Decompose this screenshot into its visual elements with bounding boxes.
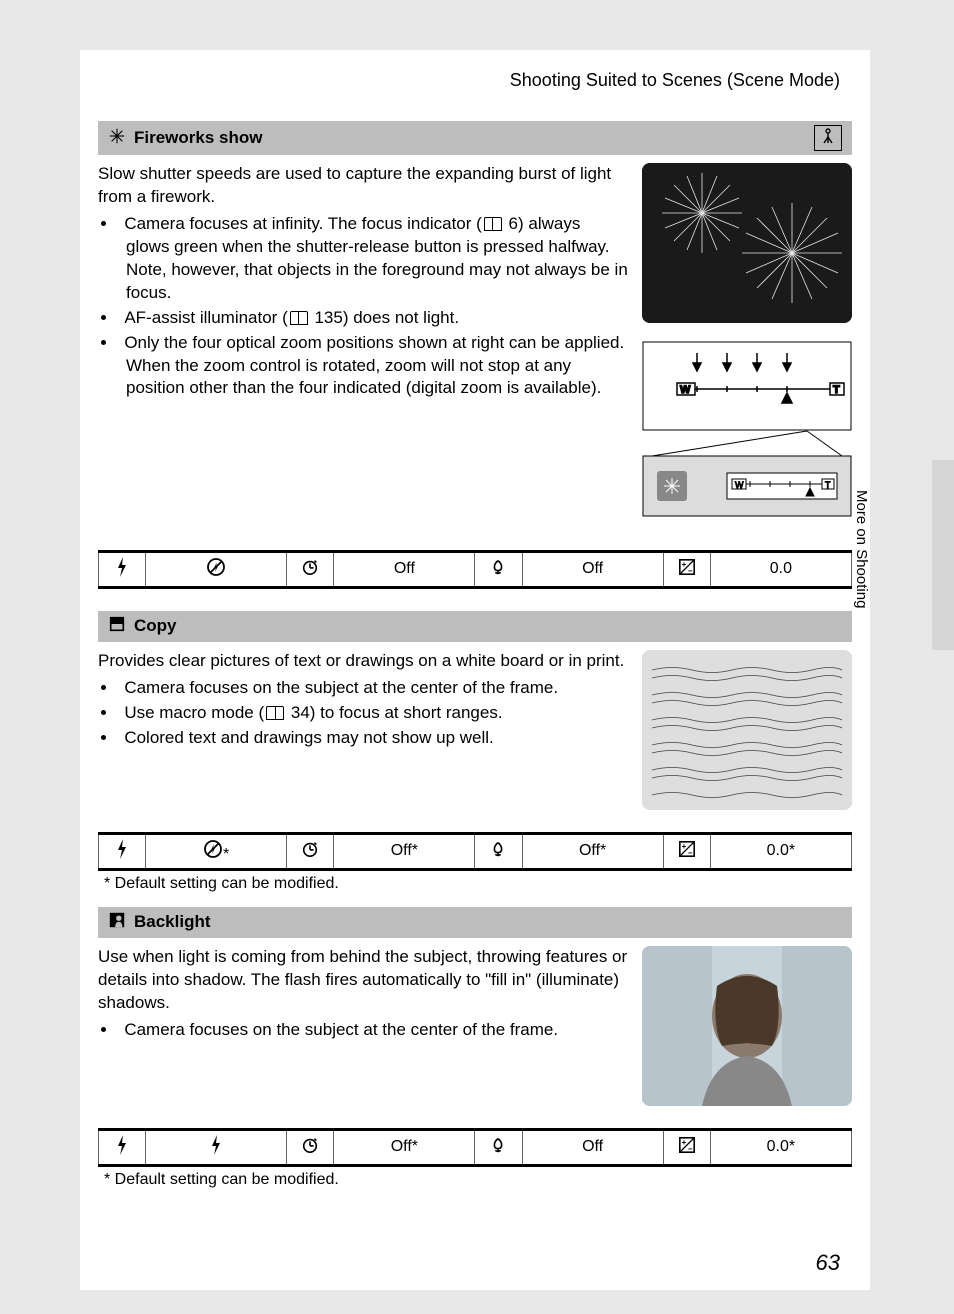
macro-icon-cell <box>475 551 522 587</box>
svg-text:+: + <box>681 1138 686 1147</box>
fireworks-bullet-3: Only the four optical zoom positions sho… <box>118 332 628 401</box>
self-timer-icon-cell <box>287 551 334 587</box>
copy-bullets: Camera focuses on the subject at the cen… <box>98 677 628 750</box>
self-timer-icon-cell <box>287 833 334 869</box>
backlight-footnote: * Default setting can be modified. <box>104 1171 852 1189</box>
fireworks-intro: Slow shutter speeds are used to capture … <box>98 163 628 209</box>
flash-icon-cell <box>99 1129 146 1165</box>
timer-value: Off* <box>334 833 475 869</box>
svg-text:W: W <box>735 480 744 490</box>
macro-icon-cell <box>475 833 522 869</box>
bullet-text: Camera focuses at infinity. The focus in… <box>124 214 481 233</box>
timer-value: Off* <box>334 1129 475 1165</box>
macro-value: Off* <box>522 833 663 869</box>
svg-text:+: + <box>681 842 686 851</box>
exposure-comp-icon-cell: +− <box>663 1129 710 1165</box>
svg-text:T: T <box>833 384 840 396</box>
settings-table-backlight: Off* Off +− 0.0* <box>98 1128 852 1167</box>
macro-icon-cell <box>475 1129 522 1165</box>
copy-bullet-3: Colored text and drawings may not show u… <box>118 727 628 750</box>
book-icon <box>266 706 284 720</box>
tripod-icon <box>814 125 842 151</box>
backlight-icon <box>108 911 126 934</box>
fireworks-icon <box>108 127 126 150</box>
fireworks-bullet-1: Camera focuses at infinity. The focus in… <box>118 213 628 305</box>
flash-value <box>146 551 287 587</box>
flash-value: * <box>146 833 287 869</box>
bullet-text: Use macro mode ( <box>124 703 264 722</box>
thumb-tab-edge <box>932 460 954 650</box>
copy-bullet-2: Use macro mode ( 34) to focus at short r… <box>118 702 628 725</box>
section-body-copy: Provides clear pictures of text or drawi… <box>98 642 852 824</box>
bullet-text: Colored text and drawings may not show u… <box>124 728 493 747</box>
bullet-text: ) to focus at short ranges. <box>310 703 503 722</box>
backlight-example-image <box>642 946 852 1106</box>
svg-text:−: − <box>688 566 693 575</box>
fireworks-bullets: Camera focuses at infinity. The focus in… <box>98 213 628 401</box>
backlight-bullet-1: Camera focuses on the subject at the cen… <box>118 1019 628 1042</box>
copy-bullet-1: Camera focuses on the subject at the cen… <box>118 677 628 700</box>
section-body-backlight: Use when light is coming from behind the… <box>98 938 852 1120</box>
exp-value: 0.0 <box>710 551 851 587</box>
book-icon <box>290 311 308 325</box>
copy-intro: Provides clear pictures of text or drawi… <box>98 650 628 673</box>
settings-table-fireworks: Off Off +− 0.0 <box>98 550 852 589</box>
backlight-intro: Use when light is coming from behind the… <box>98 946 628 1015</box>
section-body-fireworks: Slow shutter speeds are used to capture … <box>98 155 852 542</box>
fireworks-bullet-2: AF-assist illuminator ( 135) does not li… <box>118 307 628 330</box>
copy-example-image: /*placeholder*/ <box>642 650 852 810</box>
exposure-comp-icon-cell: +− <box>663 833 710 869</box>
flash-value <box>146 1129 287 1165</box>
zoom-diagram: W T W <box>642 341 852 528</box>
section-title-backlight: Backlight <box>134 912 211 932</box>
page-ref: 34 <box>291 703 310 722</box>
flash-icon-cell <box>99 833 146 869</box>
macro-value: Off <box>522 551 663 587</box>
page-ref: 135 <box>314 308 342 327</box>
exp-value: 0.0* <box>710 833 851 869</box>
svg-text:−: − <box>688 1144 693 1153</box>
page-number: 63 <box>816 1250 840 1276</box>
svg-text:−: − <box>688 848 693 857</box>
settings-table-copy: * Off* Off* +− 0.0* <box>98 832 852 871</box>
section-title-copy: Copy <box>134 616 177 636</box>
self-timer-icon-cell <box>287 1129 334 1165</box>
section-title-fireworks: Fireworks show <box>134 128 262 148</box>
flash-icon-cell <box>99 551 146 587</box>
exposure-comp-icon-cell: +− <box>663 551 710 587</box>
side-tab: More on Shooting <box>844 490 870 608</box>
header-title: Shooting Suited to Scenes (Scene Mode) <box>510 70 840 90</box>
section-header-backlight: Backlight <box>98 907 852 938</box>
bullet-text: ) does not light. <box>343 308 459 327</box>
svg-text:T: T <box>825 480 831 490</box>
backlight-bullets: Camera focuses on the subject at the cen… <box>98 1019 628 1042</box>
macro-value: Off <box>522 1129 663 1165</box>
bullet-text: Camera focuses on the subject at the cen… <box>124 1020 558 1039</box>
section-header-fireworks: Fireworks show <box>98 121 852 155</box>
copy-icon <box>108 615 126 638</box>
timer-value: Off <box>334 551 475 587</box>
page-ref: 6 <box>509 214 518 233</box>
fireworks-example-image <box>642 163 852 323</box>
content: Fireworks show Slow shutter speeds are u… <box>80 121 870 1189</box>
bullet-text: AF-assist illuminator ( <box>124 308 287 327</box>
page-header: Shooting Suited to Scenes (Scene Mode) <box>80 50 870 121</box>
asterisk: * <box>223 846 229 863</box>
book-icon <box>484 217 502 231</box>
bullet-text: Camera focuses on the subject at the cen… <box>124 678 558 697</box>
bullet-text: Only the four optical zoom positions sho… <box>124 333 624 398</box>
section-header-copy: Copy <box>98 611 852 642</box>
copy-footnote: * Default setting can be modified. <box>104 875 852 893</box>
svg-text:+: + <box>681 560 686 569</box>
svg-text:W: W <box>680 384 691 396</box>
exp-value: 0.0* <box>710 1129 851 1165</box>
page: Shooting Suited to Scenes (Scene Mode) F… <box>80 50 870 1290</box>
